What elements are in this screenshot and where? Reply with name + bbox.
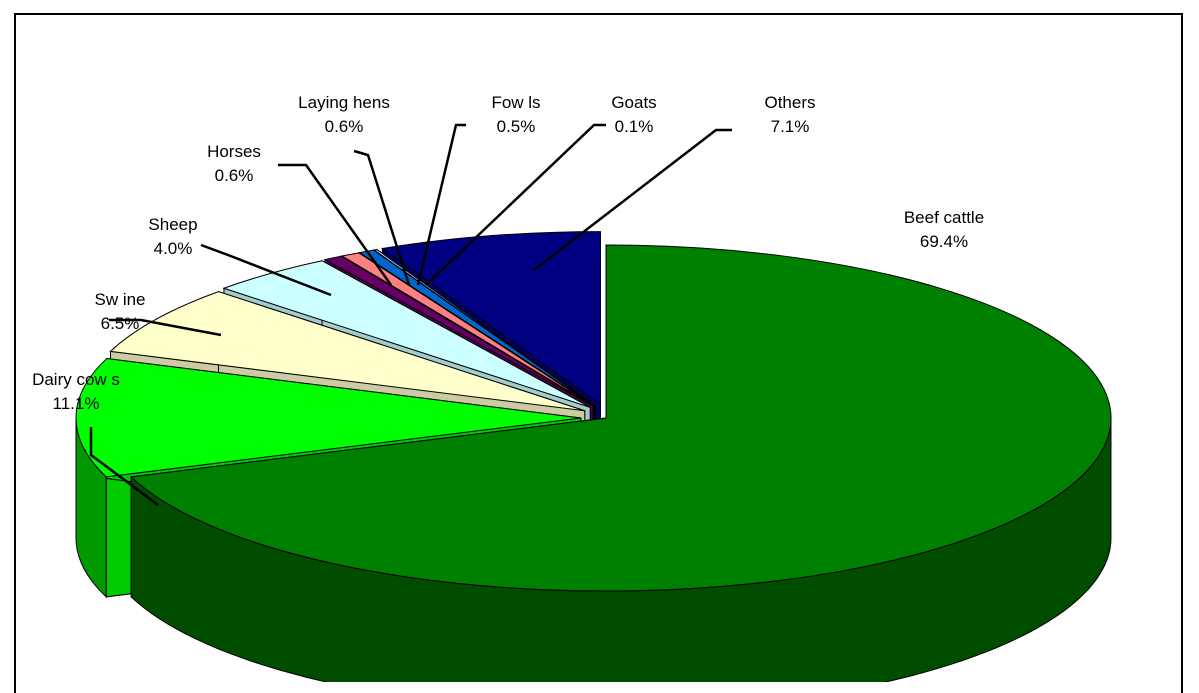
slice-value-label: 11.1%	[53, 394, 100, 413]
leader-line	[89, 427, 159, 507]
slice-value-label: 69.4%	[920, 232, 968, 251]
pie-slice-top	[75, 358, 582, 478]
slice-name-label: Others	[764, 93, 815, 112]
slice-name-label: Dairy cow s	[32, 370, 120, 389]
pie-slice-top	[222, 260, 591, 408]
slice-value-label: 6.5%	[101, 314, 140, 333]
slice-name-label: Laying hens	[298, 93, 390, 112]
slice-name-label: Sheep	[148, 215, 197, 234]
leader-line	[533, 128, 732, 271]
slice-value-label: 0.5%	[497, 117, 536, 136]
pie-slice-top	[109, 291, 585, 412]
leader-line	[200, 243, 332, 297]
leader-line	[278, 163, 393, 286]
slice-value-label: 0.1%	[615, 117, 654, 136]
slice-name-label: Horses	[207, 142, 261, 161]
leader-line	[109, 318, 222, 337]
slice-value-label: 0.6%	[325, 117, 364, 136]
leader-line	[416, 123, 466, 286]
pie-slice	[130, 244, 1112, 682]
slice-name-label: Sw ine	[94, 290, 145, 309]
pie-slice-top	[130, 244, 1112, 592]
leader-line	[353, 149, 411, 286]
slice-name-label: Fow ls	[491, 93, 540, 112]
pie-slice-top	[323, 255, 594, 407]
leader-line	[425, 123, 606, 286]
slice-name-label: Goats	[611, 93, 656, 112]
pie-slice-top	[340, 252, 595, 407]
slice-value-label: 0.6%	[215, 166, 254, 185]
slice-name-label: Beef cattle	[904, 208, 984, 227]
slice-value-label: 7.1%	[771, 117, 810, 136]
slice-value-label: 4.0%	[154, 239, 193, 258]
pie-chart: Beef cattle 69.4% Dairy cow s 11.1% Sw ine 6.…	[32, 93, 1112, 682]
chart-frame: Beef cattle 69.4% Dairy cow s 11.1% Sw ine 6.…	[14, 13, 1183, 693]
